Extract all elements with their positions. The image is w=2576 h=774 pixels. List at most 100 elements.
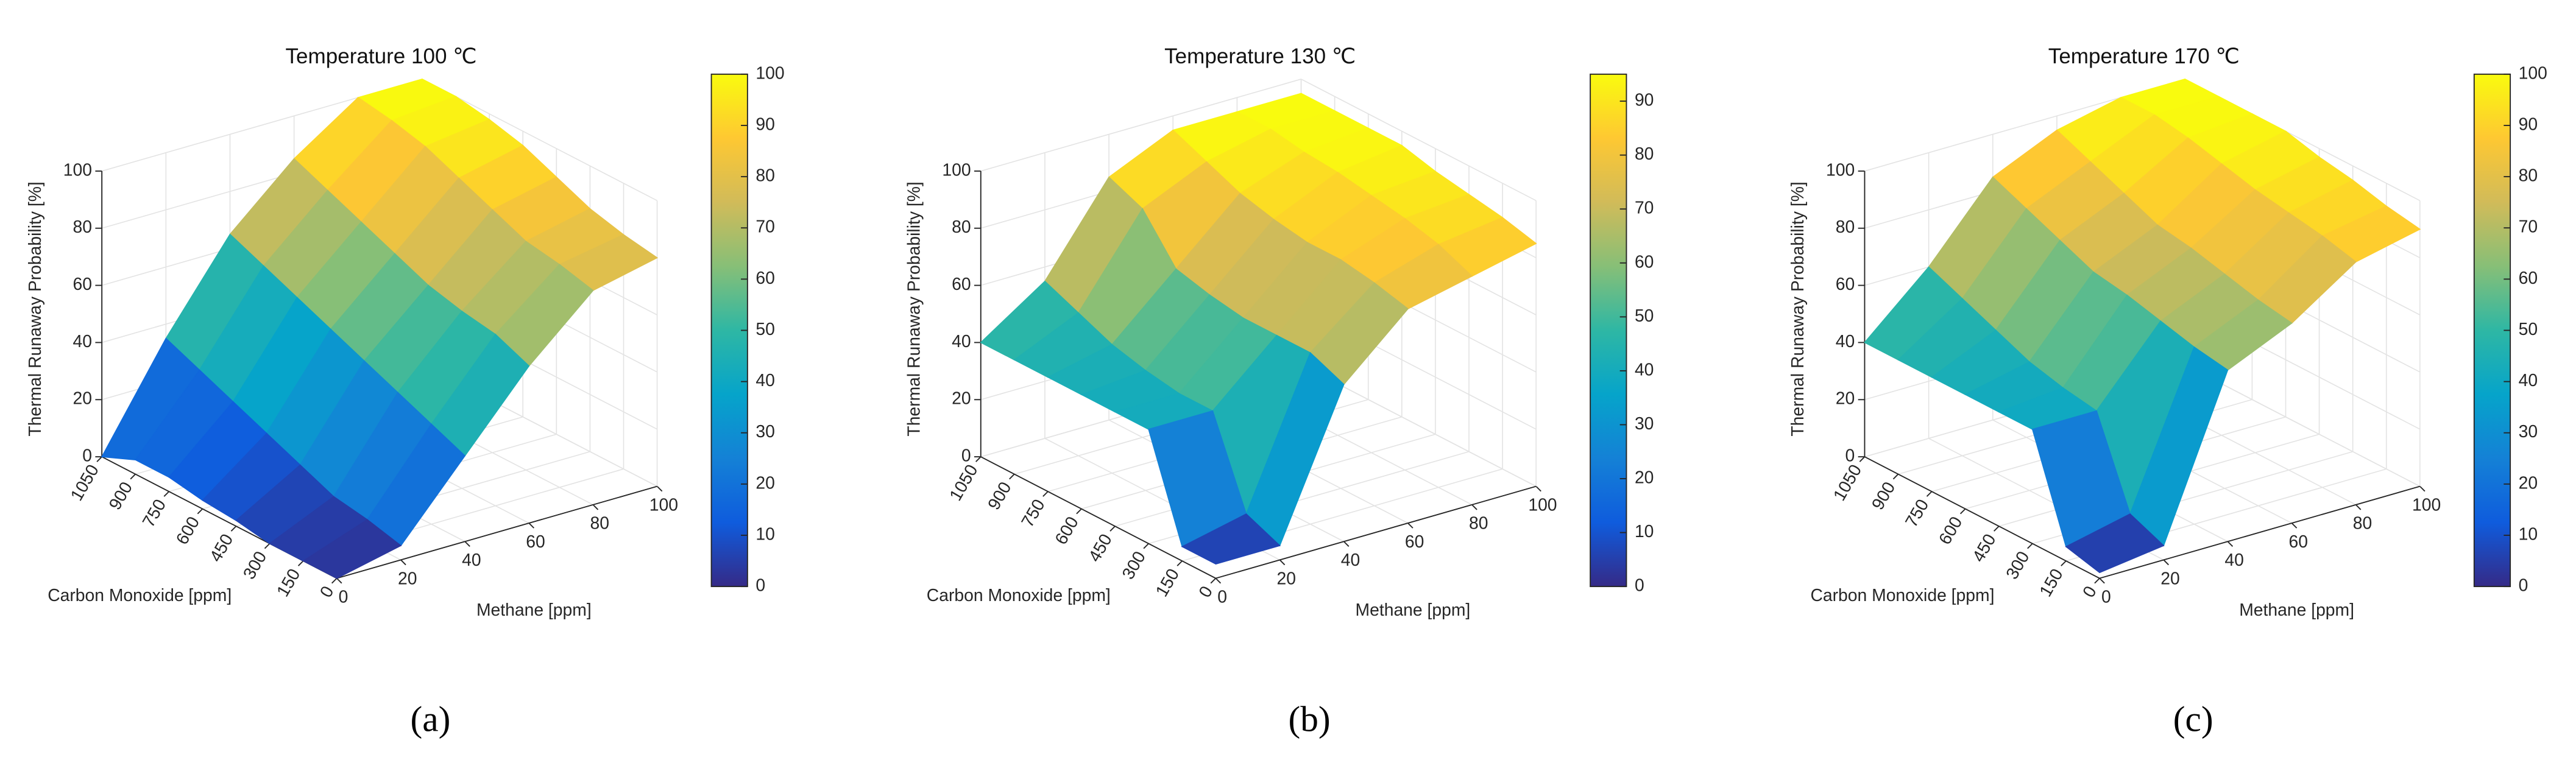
- y-tick: [264, 543, 271, 549]
- x-tick-label: 100: [2412, 494, 2441, 514]
- y-tick: [1926, 491, 1933, 497]
- colorbar-tick-label: 100: [755, 63, 784, 82]
- y-tick: [297, 560, 304, 566]
- colorbar-tick-label: 60: [755, 268, 774, 287]
- y-tick: [2061, 560, 2067, 566]
- x-tick: [400, 559, 406, 566]
- y-tick: [96, 456, 102, 462]
- panel-label: (c): [2173, 699, 2213, 739]
- y-tick: [331, 577, 338, 584]
- y-tick: [163, 491, 170, 497]
- y-tick: [2094, 577, 2100, 584]
- y-axis: [980, 456, 1216, 579]
- x-tick-label: 60: [526, 532, 545, 551]
- z-tick-label: 0: [82, 446, 92, 465]
- y-tick-label: 750: [1901, 496, 1932, 530]
- x-tick-label: 80: [590, 513, 609, 533]
- chart-panel: Temperature 170 ℃(c)02040608010002040608…: [1788, 44, 2547, 739]
- x-tick: [656, 485, 663, 492]
- x-tick: [1471, 504, 1477, 510]
- z-tick-label: 40: [952, 331, 971, 351]
- y-tick-label: 450: [205, 530, 236, 565]
- x-tick: [2099, 577, 2105, 584]
- z-tick-label: 80: [952, 217, 971, 236]
- y-tick-label: 1050: [945, 461, 981, 504]
- y-tick-label: 900: [983, 479, 1014, 513]
- x-tick-label: 0: [2101, 586, 2111, 606]
- surface-patch: [1181, 513, 1281, 565]
- y-tick: [1892, 473, 1899, 480]
- x-tick: [528, 522, 535, 529]
- colorbar-tick-label: 60: [1635, 252, 1654, 271]
- z-tick-label: 60: [1836, 274, 1855, 294]
- y-tick: [975, 456, 982, 462]
- x-tick-label: 80: [2353, 513, 2372, 533]
- z-tick-label: 80: [1836, 217, 1855, 236]
- x-axis: [336, 485, 657, 579]
- z-tick-label: 20: [1836, 389, 1855, 408]
- x-tick: [1535, 485, 1541, 492]
- x-tick: [1279, 559, 1286, 566]
- colorbar-tick-label: 50: [2519, 319, 2538, 339]
- y-tick: [230, 526, 237, 532]
- x-tick: [2227, 541, 2234, 547]
- chart-panel: Temperature 100 ℃(a)02040608010002040608…: [25, 44, 785, 739]
- y-tick: [2027, 543, 2033, 549]
- panel-label: (b): [1288, 699, 1330, 739]
- colorbar: [1590, 73, 1627, 588]
- x-tick-label: 0: [1217, 586, 1227, 606]
- x-tick: [1407, 522, 1414, 529]
- y-tick: [1994, 526, 2000, 532]
- z-tick-label: 100: [942, 160, 971, 179]
- colorbar-tick-label: 10: [2519, 524, 2538, 543]
- y-tick-label: 450: [1085, 530, 1116, 565]
- grid-line: [1301, 79, 1537, 202]
- y-tick-label: 300: [239, 548, 270, 583]
- colorbar-tick-label: 30: [1635, 413, 1654, 433]
- y-tick-label: 0: [2078, 583, 2100, 601]
- colorbar-tick-label: 50: [755, 319, 774, 339]
- y-axis-label: Carbon Monoxide [ppm]: [927, 585, 1111, 605]
- x-axis: [2099, 485, 2421, 579]
- x-tick-label: 40: [1341, 550, 1360, 569]
- y-tick-label: 900: [105, 479, 136, 513]
- chart-panel: Temperature 130 ℃(b)02040608010002040608…: [904, 44, 1654, 739]
- y-tick: [197, 508, 203, 515]
- colorbar-tick-label: 10: [755, 524, 774, 543]
- y-tick-label: 600: [1934, 513, 1966, 548]
- x-axis-label: Methane [ppm]: [476, 600, 592, 619]
- y-tick: [1076, 508, 1082, 515]
- y-tick-label: 0: [1195, 583, 1217, 601]
- z-tick-label: 100: [63, 160, 92, 179]
- y-tick-label: 0: [316, 583, 338, 601]
- y-tick: [1859, 456, 1866, 462]
- y-axis-label: Carbon Monoxide [ppm]: [48, 585, 232, 605]
- x-tick: [1343, 541, 1350, 547]
- x-tick-label: 60: [1405, 532, 1424, 551]
- colorbar-tick-label: 10: [1635, 521, 1654, 541]
- y-tick-label: 150: [272, 565, 303, 600]
- colorbar-tick-label: 50: [1635, 306, 1654, 325]
- x-tick-label: 0: [339, 586, 349, 606]
- x-tick: [336, 577, 342, 584]
- colorbar-tick-label: 60: [2519, 268, 2538, 287]
- colorbar-tick-label: 30: [755, 421, 774, 441]
- colorbar-tick-label: 40: [1635, 359, 1654, 379]
- y-axis-label: Carbon Monoxide [ppm]: [1810, 585, 1994, 605]
- z-tick-label: 80: [73, 217, 92, 236]
- x-tick: [2163, 559, 2169, 566]
- colorbar-tick-label: 40: [755, 370, 774, 390]
- x-axis-label: Methane [ppm]: [2239, 600, 2354, 619]
- z-axis-label: Thermal Runaway Probability [%]: [1788, 181, 1807, 436]
- colorbar-tick-label: 100: [2519, 63, 2547, 82]
- y-tick-label: 300: [1118, 548, 1149, 583]
- y-tick: [1109, 526, 1116, 532]
- y-tick-label: 750: [1017, 496, 1049, 530]
- grid-line: [980, 79, 1301, 172]
- x-tick-label: 60: [2289, 532, 2308, 551]
- colorbar-tick-label: 20: [2519, 473, 2538, 492]
- surface-patch: [302, 519, 402, 579]
- y-tick: [1009, 473, 1015, 480]
- y-tick: [1177, 560, 1183, 566]
- z-tick-label: 0: [1845, 446, 1855, 465]
